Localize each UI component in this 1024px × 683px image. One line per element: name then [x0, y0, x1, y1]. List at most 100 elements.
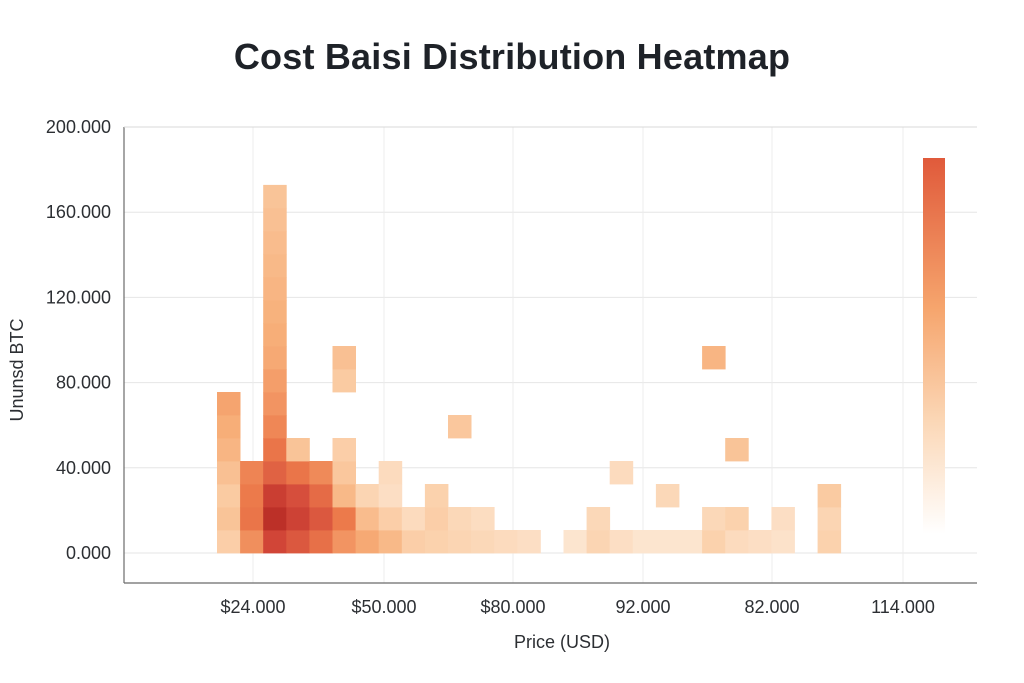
y-tick-label: 160.000 — [46, 202, 111, 222]
heatmap-cell — [263, 530, 287, 554]
x-tick-label: 92.000 — [615, 597, 670, 617]
heatmap-cell — [609, 461, 634, 485]
heatmap-cell — [286, 507, 310, 531]
x-tick-label: $24.000 — [220, 597, 285, 617]
heatmap-cell — [378, 461, 403, 485]
heatmap-cell — [286, 530, 310, 554]
heatmap-cell — [655, 484, 680, 508]
heatmap-cell — [355, 507, 380, 531]
heatmap-cell — [378, 530, 403, 554]
heatmap-cell — [586, 530, 611, 554]
y-tick-label: 200.000 — [46, 117, 111, 137]
x-tick-label: 114.000 — [871, 597, 935, 617]
x-tick-label: $80.000 — [480, 597, 545, 617]
heatmap-cell — [263, 484, 287, 508]
heatmap-cell — [401, 530, 426, 554]
heatmap-cell — [332, 507, 356, 531]
heatmap-cell — [263, 438, 287, 462]
heatmap-cell — [609, 530, 634, 554]
heatmap-cell — [286, 484, 310, 508]
heatmap-cell — [332, 484, 356, 508]
heatmap-cell — [263, 277, 287, 301]
heatmap-cell — [424, 484, 449, 508]
heatmap-cell — [332, 461, 356, 485]
heatmap-cell — [309, 507, 333, 531]
heatmap-cell — [401, 507, 426, 531]
heatmap-cell — [702, 530, 726, 554]
heatmap-cell — [448, 415, 472, 439]
y-tick-labels: 0.000 40.000 80.000 120.000 160.000 200.000 — [46, 117, 111, 563]
y-tick-label: 0.000 — [66, 543, 111, 563]
heatmap-cell — [263, 346, 287, 370]
heatmap-cell — [378, 507, 403, 531]
heatmap-cell — [309, 530, 333, 554]
heatmap-cell — [263, 323, 287, 347]
heatmap-cell — [263, 392, 287, 416]
heatmap-cell — [263, 461, 287, 485]
heatmap-cell — [263, 415, 287, 439]
heatmap-cell — [217, 415, 241, 439]
heatmap-cell — [771, 530, 795, 554]
heatmap-cell — [309, 484, 333, 508]
heatmap-cell — [217, 507, 241, 531]
heatmap-cell — [725, 438, 749, 462]
chart-title: Cost Baisi Distribution Heatmap — [233, 36, 791, 77]
heatmap-cell — [263, 184, 287, 209]
heatmap-cell — [817, 507, 842, 531]
heatmap-cell — [263, 253, 287, 278]
heatmap-cell — [424, 507, 449, 531]
heatmap-cell — [217, 392, 241, 416]
heatmap-cell — [448, 507, 472, 531]
y-tick-label: 120.000 — [46, 287, 111, 307]
heatmap-cell — [240, 507, 264, 531]
heatmap-cell — [286, 438, 310, 462]
y-tick-label: 80.000 — [56, 373, 111, 393]
x-tick-labels: $24.000 $50.000 $80.000 92.000 82.000 114.000 — [220, 597, 934, 617]
heatmap-cell — [332, 369, 356, 393]
heatmap-cell — [309, 461, 333, 485]
x-tick-label: 82.000 — [744, 597, 799, 617]
heatmap-cell — [471, 530, 495, 554]
heatmap-cell — [263, 230, 287, 255]
heatmap-cell — [240, 461, 264, 485]
heatmap-cell — [217, 438, 241, 462]
heatmap-cell — [517, 530, 541, 554]
heatmap-cell — [702, 507, 726, 531]
heatmap-cell — [240, 530, 264, 554]
heatmap-cell — [748, 530, 772, 554]
heatmap-cell — [725, 530, 749, 554]
colorbar — [923, 158, 945, 534]
heatmap-cell — [332, 438, 356, 462]
y-axis-label: Ununsd BTC — [7, 318, 27, 421]
heatmap-cell — [586, 507, 611, 531]
heatmap-cell — [217, 461, 241, 485]
heatmap-cell — [424, 530, 449, 554]
heatmap-cell — [217, 530, 241, 554]
heatmap-cell — [355, 530, 380, 554]
heatmap-cell — [817, 484, 842, 508]
heatmap-cell — [263, 507, 287, 531]
heatmap-cells — [217, 184, 842, 554]
heatmap-cell — [494, 530, 518, 554]
heatmap-cell — [771, 507, 795, 531]
heatmap-cell — [263, 207, 287, 232]
heatmap-cell — [632, 530, 657, 554]
heatmap-cell — [655, 530, 680, 554]
x-axis-label: Price (USD) — [514, 632, 610, 652]
heatmap-cell — [448, 530, 472, 554]
heatmap-cell — [378, 484, 403, 508]
axes — [123, 126, 977, 584]
y-tick-label: 40.000 — [56, 458, 111, 478]
x-tick-label: $50.000 — [351, 597, 416, 617]
heatmap-cell — [355, 484, 380, 508]
heatmap-cell — [217, 484, 241, 508]
heatmap-cell — [702, 346, 726, 370]
heatmap-cell — [286, 461, 310, 485]
heatmap-cell — [725, 507, 749, 531]
heatmap-cell — [263, 369, 287, 393]
heatmap-cell — [332, 346, 356, 370]
heatmap-cell — [563, 530, 587, 554]
heatmap-cell — [240, 484, 264, 508]
heatmap-cell — [471, 507, 495, 531]
